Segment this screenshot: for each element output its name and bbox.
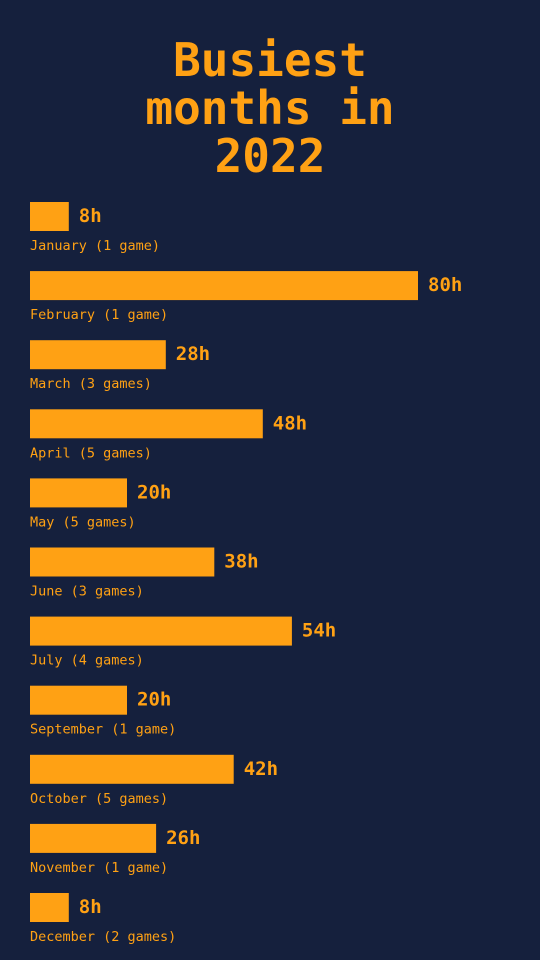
bar	[30, 754, 234, 784]
category-label: April (5 games)	[30, 445, 152, 461]
bar-value-label: 8h	[79, 205, 102, 227]
category-label: November (1 game)	[30, 860, 168, 876]
bar-value-label: 20h	[137, 689, 171, 711]
bar-value-label: 28h	[176, 343, 210, 365]
bar-value-label: 26h	[166, 827, 200, 849]
category-label: July (4 games)	[30, 653, 144, 669]
bar-value-label: 48h	[273, 412, 307, 434]
category-label: February (1 game)	[30, 307, 168, 323]
bar	[30, 478, 127, 508]
bar	[30, 547, 215, 577]
bar	[30, 271, 418, 301]
bar	[30, 616, 292, 646]
bar-value-label: 8h	[79, 896, 102, 918]
bar-value-label: 54h	[302, 620, 336, 642]
bar	[30, 409, 263, 439]
bar-value-label: 80h	[428, 274, 462, 296]
bar	[30, 893, 69, 922]
bar-value-label: 20h	[137, 481, 171, 503]
category-label: March (3 games)	[30, 376, 152, 392]
bar	[30, 340, 166, 370]
bar-value-label: 42h	[244, 758, 278, 780]
category-label: May (5 games)	[30, 514, 136, 530]
bar	[30, 685, 127, 715]
category-label: October (5 games)	[30, 791, 168, 807]
category-label: December (2 games)	[30, 929, 176, 945]
chart-title: Busiest months in 2022	[145, 33, 395, 183]
bar	[30, 202, 69, 231]
category-label: June (3 games)	[30, 584, 144, 600]
bar	[30, 823, 157, 853]
category-label: January (1 game)	[30, 238, 160, 254]
bar-value-label: 38h	[224, 551, 258, 573]
category-label: September (1 game)	[30, 722, 176, 738]
